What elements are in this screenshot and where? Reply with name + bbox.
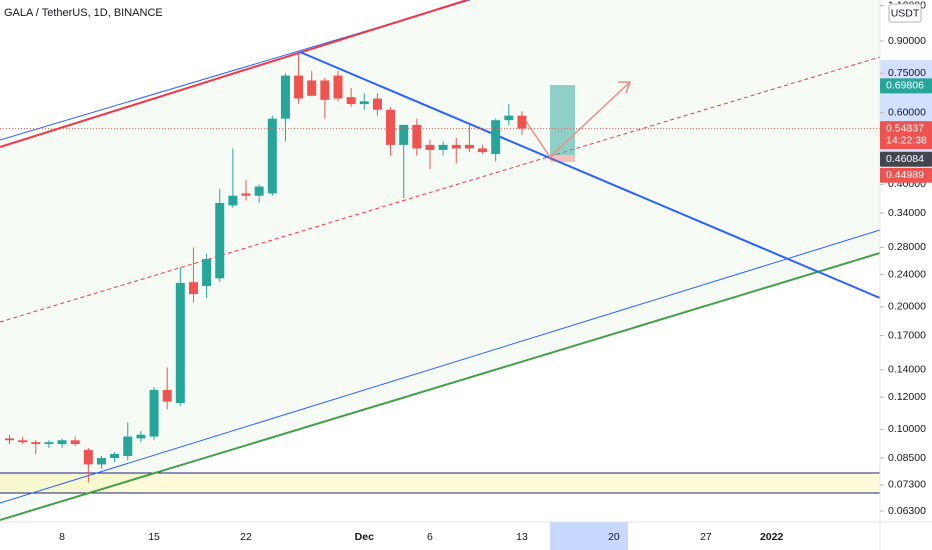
y-tick-label: 0.75000 [888,67,926,79]
y-tick-label: 0.14000 [888,364,926,376]
candle-body [372,98,382,110]
x-tick-label: 8 [59,531,65,543]
candle-body [359,101,369,105]
candle-body [162,389,172,402]
candle-body [175,282,185,404]
price-tag [880,78,932,94]
candle-body [491,120,501,154]
mid-line [0,56,881,323]
y-tick-label: 0.10000 [888,423,926,435]
candle-body [241,193,251,196]
y-tick-label: 0.12000 [888,391,926,403]
candle-body [96,458,106,465]
candle-body [202,259,212,287]
price-tag-label: 0.46084 [886,153,924,165]
candle-body [346,97,356,105]
x-tick-label: 2022 [760,531,784,543]
long-stop [550,155,575,162]
y-tick-label: 0.08500 [888,452,926,464]
x-tick-label: 20 [608,531,620,543]
candle-body [267,118,277,194]
candle-body [425,144,435,150]
y-tick-label: 0.17000 [888,329,926,341]
candle-body [451,144,461,149]
x-tick-label: 6 [427,531,433,543]
long-target [550,85,575,155]
candle-body [83,449,93,465]
candle-body [254,186,264,196]
price-tag [880,121,932,150]
price-tag [880,151,932,167]
candle-body [136,434,146,439]
candle-body [438,144,448,150]
candle-body [412,124,422,149]
trend-line [0,252,881,521]
x-tick-label: 27 [700,531,712,543]
arrow-head [618,81,632,94]
y-tick-label: 0.34000 [888,207,926,219]
x-tick-label: Dec [355,531,374,543]
candle-body [294,75,304,99]
candle-body [280,75,290,119]
candle-body [386,109,396,145]
candle-body [478,148,488,153]
x-tick-label: 15 [148,531,160,543]
candle-body [399,124,409,145]
price-tag-label: 0.44989 [886,169,924,181]
candle-body [44,442,54,445]
trend-line [0,0,468,148]
currency-box [888,3,922,23]
trend-line [299,51,881,299]
candle-body [5,438,14,441]
candle-body [504,115,514,121]
currency: USDT [891,7,920,19]
y-tick-label: 0.90000 [888,35,926,47]
x-tick-label: 13 [516,531,528,543]
candle-body [188,282,198,295]
candle-body [123,436,133,457]
channel-fill [0,0,880,518]
y-tick-label: 0.07300 [888,479,926,491]
countdown: 14:22:38 [886,134,927,146]
candle-body [333,75,343,99]
candle-body [70,440,80,445]
candle-body [320,80,330,100]
price-tag-label: 0.54837 [886,122,924,134]
price-tag-label: 0.69806 [886,80,924,92]
projection-arrow [524,81,631,159]
y-tick-label: 0.06300 [888,505,926,517]
candle-body [517,115,527,129]
chart-title: GALA / TetherUS, 1D, BINANCE [4,7,163,19]
candle-body [18,440,28,443]
y-tick-label: 0.28000 [888,241,926,253]
candle-body [215,202,225,279]
trend-line [0,229,881,504]
price-tag [880,167,932,183]
candle-body [57,440,67,445]
candle-body [110,453,120,459]
x-tick-label: 22 [240,531,252,543]
y-tick-label: 0.20000 [888,301,926,313]
candle-body [464,144,474,149]
candle-body [149,389,159,437]
support-zone [0,473,880,493]
candle-body [228,195,238,206]
y-tick-label: 0.60000 [888,106,926,118]
time-axis [0,522,932,550]
candle-body [31,442,41,445]
candle-body [307,80,317,96]
time-highlight [550,522,628,550]
y-tick-label: 0.24000 [888,268,926,280]
